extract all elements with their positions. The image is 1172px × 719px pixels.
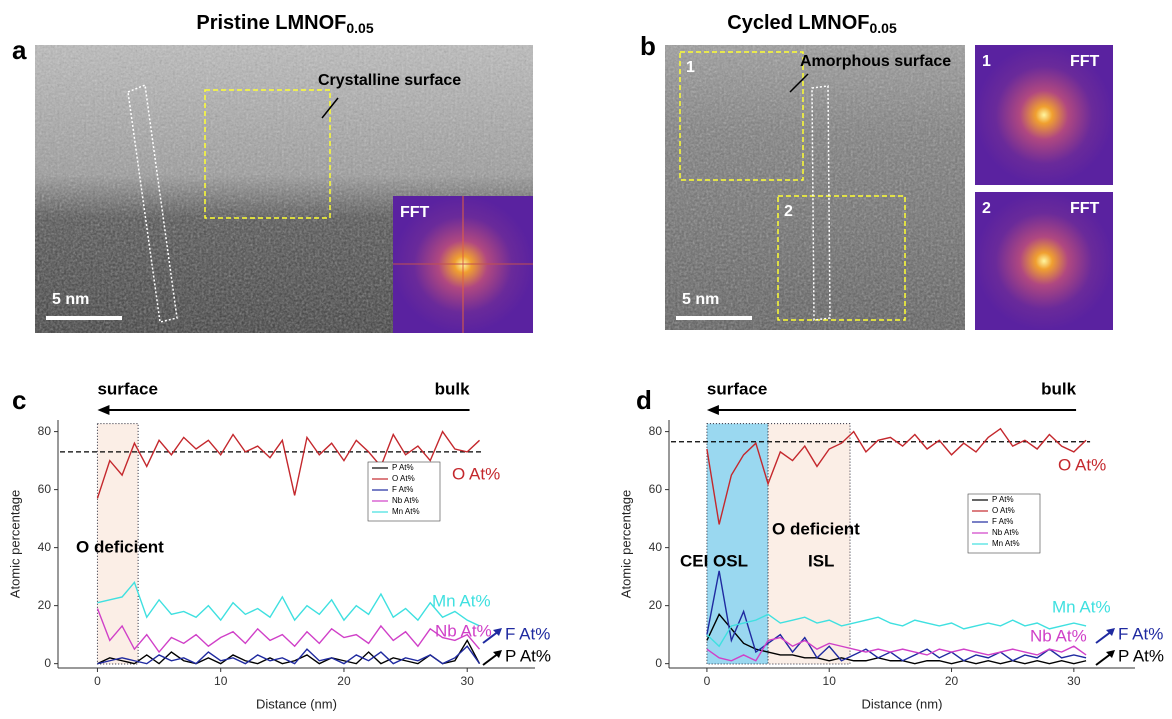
region-label: 2 — [784, 203, 793, 220]
y-tick-label: 40 — [38, 540, 52, 554]
x-axis-title: Distance (nm) — [256, 696, 337, 711]
arrow-head — [97, 405, 109, 415]
panel-letter: d — [636, 385, 652, 415]
region-label: 1 — [982, 53, 991, 70]
series-label: O At% — [452, 464, 500, 483]
series-label: O At% — [1058, 455, 1106, 474]
annotation: CEI OSL — [680, 551, 748, 570]
shaded-region — [768, 424, 850, 664]
series-label: P At% — [505, 646, 551, 665]
x-tick-label: 0 — [704, 674, 711, 688]
fft-label: FFT — [1070, 53, 1100, 70]
shaded-region — [707, 424, 768, 664]
series-label: Mn At% — [1052, 597, 1111, 616]
y-axis-title: Atomic percentage — [7, 490, 22, 598]
y-tick-label: 20 — [649, 598, 663, 612]
arrow-head — [707, 405, 719, 415]
y-tick-label: 40 — [649, 540, 663, 554]
legend-label: F At% — [392, 485, 413, 494]
y-tick-label: 60 — [38, 482, 52, 496]
fft-label: FFT — [1070, 200, 1100, 217]
series-label: Nb At% — [435, 621, 492, 640]
y-axis-title: Atomic percentage — [618, 490, 633, 598]
panel-title: Cycled LMNOF0.05 — [727, 12, 897, 35]
panel-letter: c — [12, 385, 26, 415]
annotation: ISL — [808, 551, 834, 570]
legend-label: P At% — [392, 463, 414, 472]
annotation: Amorphous surface — [800, 53, 951, 70]
series-label: F At% — [505, 624, 550, 643]
title-sub: 0.05 — [346, 20, 373, 36]
title-text: Cycled LMNOF — [727, 12, 869, 34]
legend-label: Mn At% — [992, 539, 1020, 548]
title-sub: 0.05 — [870, 20, 897, 36]
panel-letter: a — [12, 35, 27, 65]
y-tick-label: 20 — [38, 598, 52, 612]
legend-label: Mn At% — [392, 507, 420, 516]
annotation: O deficient — [772, 519, 860, 538]
x-tick-label: 0 — [94, 674, 101, 688]
x-tick-label: 10 — [823, 674, 837, 688]
region-label: 1 — [686, 59, 695, 76]
scale-label: 5 nm — [52, 291, 89, 308]
tem-texture — [665, 45, 965, 330]
annotation: Crystalline surface — [318, 72, 461, 89]
direction-label: bulk — [435, 379, 470, 398]
x-tick-label: 20 — [945, 674, 959, 688]
scale-label: 5 nm — [682, 291, 719, 308]
direction-label: bulk — [1041, 379, 1076, 398]
panel-letter: b — [640, 31, 656, 61]
region-label: 2 — [982, 200, 991, 217]
x-tick-label: 20 — [337, 674, 351, 688]
y-tick-label: 0 — [655, 656, 662, 670]
series-label: F At% — [1118, 624, 1163, 643]
legend-label: O At% — [392, 474, 415, 483]
legend-label: Nb At% — [992, 528, 1019, 537]
figure: Pristine LMNOF0.05 a Crystalline surface… — [0, 0, 1172, 719]
y-tick-label: 80 — [38, 424, 52, 438]
annotation: O deficient — [76, 537, 164, 556]
series-label: P At% — [1118, 646, 1164, 665]
y-tick-label: 0 — [44, 656, 51, 670]
x-axis-title: Distance (nm) — [862, 696, 943, 711]
legend-label: Nb At% — [392, 496, 419, 505]
series-label: Nb At% — [1030, 626, 1087, 645]
x-tick-label: 30 — [461, 674, 475, 688]
direction-label: surface — [707, 379, 767, 398]
x-tick-label: 10 — [214, 674, 228, 688]
legend-label: F At% — [992, 517, 1013, 526]
direction-label: surface — [97, 379, 157, 398]
legend-label: O At% — [992, 506, 1015, 515]
panel-title: Pristine LMNOF0.05 — [196, 12, 373, 35]
fft-label: FFT — [400, 204, 430, 221]
y-tick-label: 80 — [649, 424, 663, 438]
y-tick-label: 60 — [649, 482, 663, 496]
x-tick-label: 30 — [1067, 674, 1081, 688]
data-line — [97, 582, 479, 626]
title-text: Pristine LMNOF — [196, 12, 346, 34]
legend-label: P At% — [992, 495, 1014, 504]
series-label: Mn At% — [432, 591, 491, 610]
